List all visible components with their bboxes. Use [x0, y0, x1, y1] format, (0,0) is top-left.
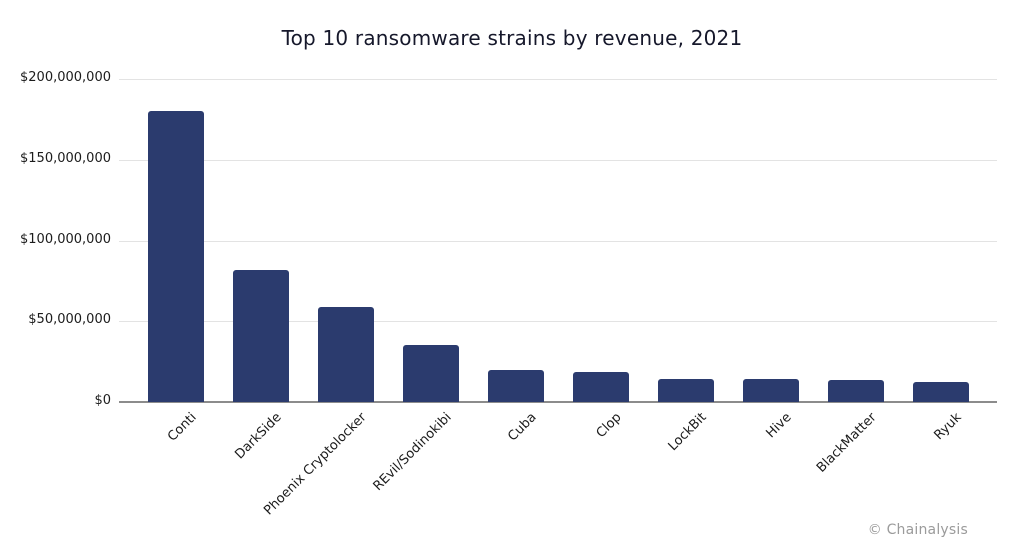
chart-title: Top 10 ransomware strains by revenue, 20… — [281, 26, 743, 50]
x-tick-label: DarkSide — [232, 410, 285, 463]
y-tick-label: $150,000,000 — [20, 150, 111, 166]
x-tick-label: BlackMatter — [813, 410, 880, 476]
bar-lockbit — [658, 379, 714, 402]
bar-conti — [148, 111, 204, 402]
x-tick-label: Clop — [593, 410, 625, 442]
source-credit: © Chainalysis — [867, 522, 968, 538]
gridline-150000000 — [119, 159, 997, 161]
bar-ryuk — [913, 382, 969, 402]
bar-cuba — [488, 370, 544, 402]
x-axis-line — [119, 401, 997, 403]
x-tick-label: Hive — [763, 410, 795, 442]
bar-clop — [573, 372, 629, 402]
x-tick-label: REvil/Sodinokibi — [370, 410, 455, 495]
x-tick-label: Phoenix Cryptolocker — [261, 410, 370, 519]
y-tick-label: $200,000,000 — [20, 70, 111, 85]
y-tick-label: $0 — [94, 393, 111, 408]
gridline-200000000 — [119, 79, 997, 80]
x-tick-label: LockBit — [665, 410, 710, 455]
bar-revil-sodinokibi — [403, 345, 459, 402]
x-tick-label: Cuba — [505, 410, 540, 445]
gridline-100000000 — [119, 240, 997, 242]
bar-darkside — [233, 270, 289, 402]
bar-blackmatter — [828, 380, 884, 402]
bar-phoenix-cryptolocker — [318, 307, 374, 402]
bar-hive — [743, 379, 799, 402]
y-tick-label: $100,000,000 — [20, 231, 111, 247]
gridline-50000000 — [119, 321, 997, 323]
x-tick-label: Conti — [164, 410, 200, 445]
y-tick-label: $50,000,000 — [28, 312, 111, 328]
